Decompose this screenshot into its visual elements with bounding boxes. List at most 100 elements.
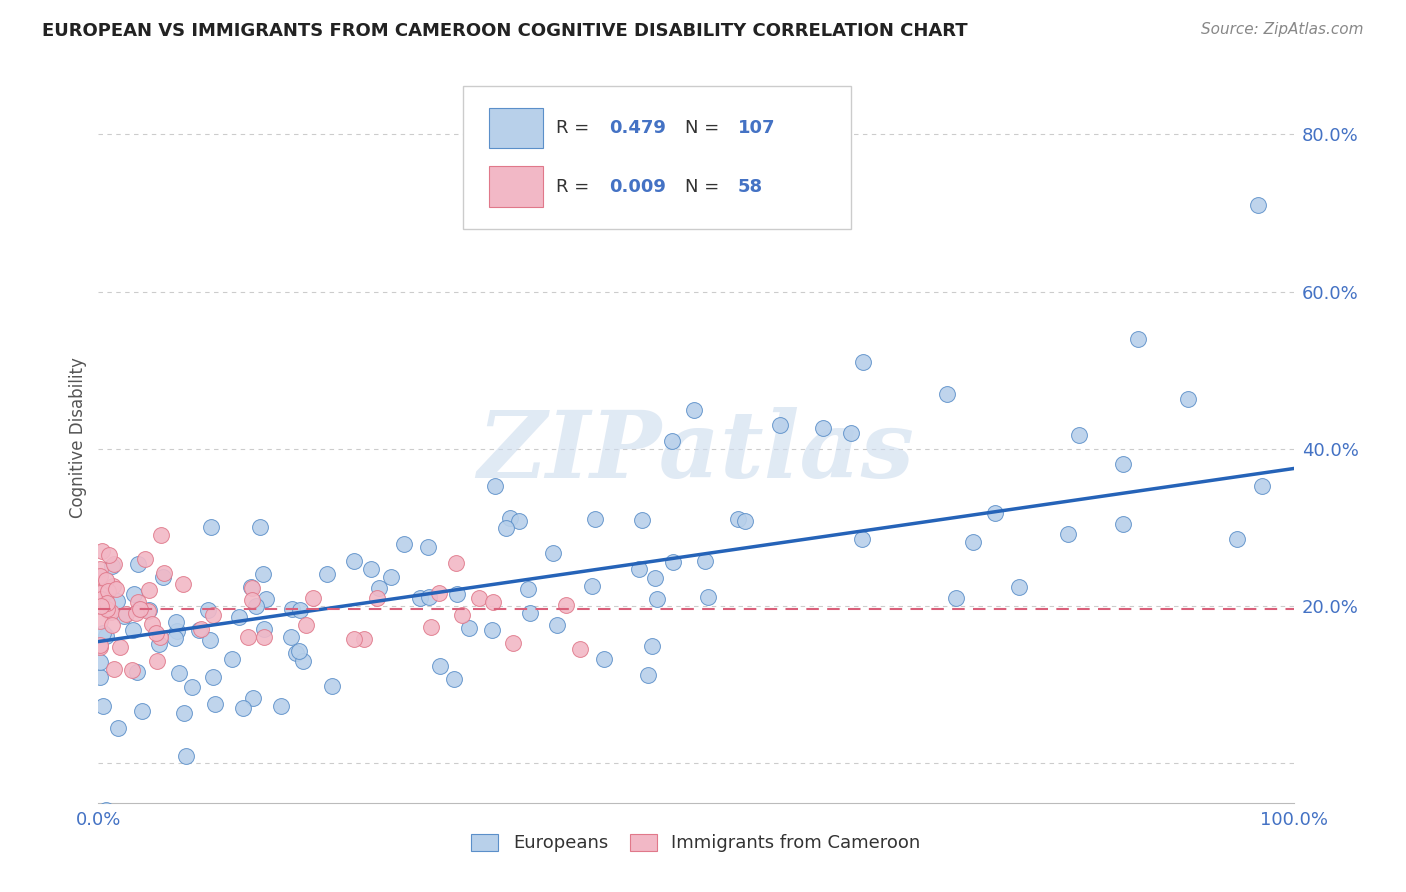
Point: [221, 652, 243, 666]
Point: [173, 706, 195, 720]
Point: [115, 607, 138, 622]
Point: [316, 566, 339, 581]
Point: [583, 511, 606, 525]
Point: [200, 632, 222, 647]
Point: [91, 626, 114, 640]
Point: [105, 594, 128, 608]
Point: [165, 615, 187, 629]
Point: [1251, 479, 1274, 493]
Point: [409, 591, 432, 605]
Point: [637, 668, 659, 682]
Point: [201, 670, 224, 684]
Point: [281, 602, 304, 616]
Point: [89, 568, 111, 582]
Point: [128, 602, 150, 616]
Point: [89, 638, 111, 652]
Point: [1057, 526, 1080, 541]
Point: [851, 532, 873, 546]
Point: [662, 555, 685, 569]
Point: [1247, 198, 1270, 212]
Point: [444, 557, 467, 571]
Point: [163, 631, 186, 645]
Text: R =: R =: [557, 119, 595, 136]
Text: N =: N =: [685, 178, 725, 196]
Point: [517, 582, 540, 596]
Point: [368, 581, 391, 595]
Point: [481, 624, 503, 638]
Point: [239, 580, 262, 594]
Point: [236, 631, 259, 645]
Point: [321, 679, 343, 693]
Point: [768, 418, 790, 433]
Point: [89, 562, 111, 576]
Point: [693, 554, 716, 568]
Point: [197, 602, 219, 616]
Point: [443, 672, 465, 686]
Point: [181, 680, 204, 694]
Point: [96, 629, 118, 643]
Point: [127, 595, 149, 609]
Point: [242, 691, 264, 706]
Point: [508, 514, 530, 528]
Point: [568, 642, 591, 657]
Point: [174, 748, 197, 763]
Point: [89, 655, 111, 669]
Point: [141, 617, 163, 632]
Point: [128, 601, 150, 615]
Point: [1112, 517, 1135, 532]
Legend: Europeans, Immigrants from Cameroon: Europeans, Immigrants from Cameroon: [464, 826, 928, 860]
Point: [541, 545, 564, 559]
Point: [418, 590, 440, 604]
Point: [145, 625, 167, 640]
Point: [138, 582, 160, 597]
Point: [134, 552, 156, 566]
Point: [468, 591, 491, 606]
Point: [90, 599, 112, 613]
Point: [416, 540, 439, 554]
Text: Source: ZipAtlas.com: Source: ZipAtlas.com: [1201, 22, 1364, 37]
Point: [645, 591, 668, 606]
Point: [100, 617, 122, 632]
Point: [1226, 532, 1249, 546]
Point: [245, 599, 267, 614]
Point: [136, 604, 159, 618]
Text: 58: 58: [738, 178, 763, 196]
Point: [984, 506, 1007, 520]
Point: [945, 591, 967, 605]
Point: [148, 637, 170, 651]
FancyBboxPatch shape: [489, 108, 543, 148]
Point: [96, 803, 118, 817]
Point: [366, 591, 388, 606]
Point: [122, 587, 145, 601]
Point: [240, 582, 263, 596]
Point: [105, 582, 128, 596]
Point: [150, 528, 173, 542]
Point: [644, 571, 666, 585]
Point: [90, 591, 112, 606]
Point: [204, 697, 226, 711]
Point: [103, 579, 125, 593]
Point: [661, 434, 683, 448]
Point: [288, 603, 311, 617]
Point: [89, 586, 111, 600]
Point: [256, 592, 278, 607]
Point: [499, 510, 522, 524]
Point: [108, 640, 131, 654]
Point: [152, 570, 174, 584]
Point: [291, 654, 314, 668]
Point: [270, 698, 292, 713]
Point: [166, 624, 188, 638]
Point: [94, 573, 117, 587]
Point: [628, 562, 651, 576]
Point: [96, 602, 118, 616]
Point: [112, 609, 135, 624]
Point: [125, 665, 148, 679]
Point: [103, 662, 125, 676]
Point: [127, 557, 149, 571]
Text: 107: 107: [738, 119, 775, 136]
Point: [172, 577, 194, 591]
Point: [593, 652, 616, 666]
Point: [495, 521, 517, 535]
Point: [1177, 392, 1199, 406]
Point: [343, 554, 366, 568]
